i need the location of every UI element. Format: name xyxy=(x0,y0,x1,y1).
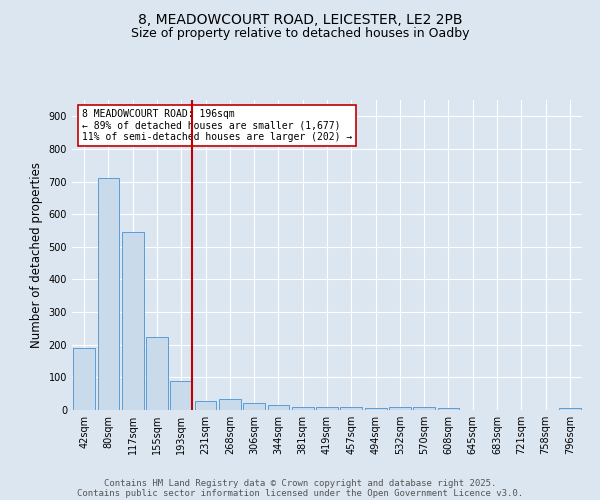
Bar xyxy=(316,406,338,410)
Bar xyxy=(122,232,143,410)
Text: 8 MEADOWCOURT ROAD: 196sqm
← 89% of detached houses are smaller (1,677)
11% of s: 8 MEADOWCOURT ROAD: 196sqm ← 89% of deta… xyxy=(82,110,352,142)
Text: Contains HM Land Registry data © Crown copyright and database right 2025.: Contains HM Land Registry data © Crown c… xyxy=(104,478,496,488)
Bar xyxy=(219,398,241,410)
Bar xyxy=(170,380,192,410)
Text: Size of property relative to detached houses in Oadby: Size of property relative to detached ho… xyxy=(131,28,469,40)
Bar xyxy=(340,406,362,410)
Bar xyxy=(413,408,435,410)
Bar xyxy=(97,178,119,410)
Bar xyxy=(437,408,460,410)
Bar xyxy=(365,408,386,410)
Bar xyxy=(292,406,314,410)
Y-axis label: Number of detached properties: Number of detached properties xyxy=(30,162,43,348)
Bar xyxy=(243,403,265,410)
Bar xyxy=(389,406,411,410)
Bar xyxy=(268,406,289,410)
Text: 8, MEADOWCOURT ROAD, LEICESTER, LE2 2PB: 8, MEADOWCOURT ROAD, LEICESTER, LE2 2PB xyxy=(138,12,462,26)
Bar xyxy=(146,336,168,410)
Bar xyxy=(559,408,581,410)
Text: Contains public sector information licensed under the Open Government Licence v3: Contains public sector information licen… xyxy=(77,488,523,498)
Bar xyxy=(194,401,217,410)
Bar xyxy=(73,348,95,410)
